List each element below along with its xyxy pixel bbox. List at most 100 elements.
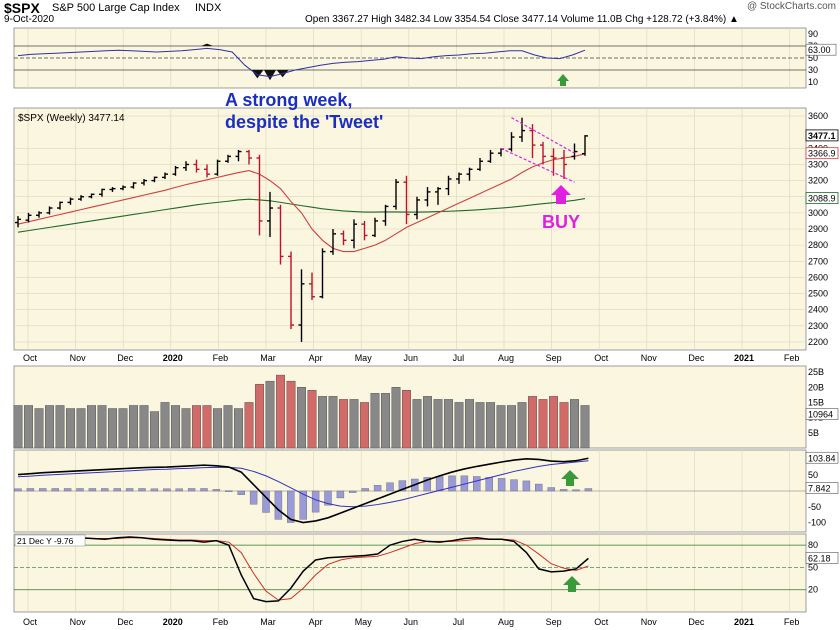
green-up-arrow-icon — [557, 74, 569, 86]
macd-histogram-bar — [361, 488, 369, 492]
price-x-label: Feb — [784, 353, 800, 363]
volume-bar — [538, 399, 548, 449]
stochastic-x-label: 2020 — [163, 617, 183, 627]
volume-tick-label: 15B — [808, 397, 824, 407]
macd-histogram-bar — [485, 477, 493, 492]
price-tick-label: 3600 — [808, 111, 828, 121]
macd-histogram-bar — [76, 488, 84, 492]
volume-tick-label: 25B — [808, 367, 824, 377]
price-x-label: Feb — [213, 353, 229, 363]
green-up-arrow-icon — [563, 576, 581, 592]
ohlc-bar — [225, 154, 231, 163]
price-value-label: 3366.9 — [808, 149, 836, 159]
volume-bar — [496, 405, 506, 449]
price-x-label: Nov — [641, 353, 658, 363]
volume-bar — [171, 405, 180, 449]
magenta-up-arrow-icon — [551, 185, 571, 204]
macd-histogram-bar — [225, 490, 233, 492]
volume-bar — [118, 408, 128, 449]
macd-histogram-bar — [26, 488, 35, 492]
volume-bar — [202, 405, 212, 449]
macd-histogram-bar — [572, 489, 580, 492]
ohlc-bar — [267, 191, 273, 238]
annotation-line-2: despite the 'Tweet' — [225, 112, 383, 132]
ohlc-bar — [361, 220, 368, 241]
volume-bar — [549, 396, 558, 449]
volume-bar — [286, 380, 296, 449]
stochastic-value-label: 62.18 — [808, 553, 831, 563]
volume-bar — [297, 387, 306, 449]
symbol: $SPX — [4, 0, 40, 16]
flag-lower-line — [500, 147, 575, 183]
macd-histogram-bar — [522, 480, 531, 492]
price-tick-label: 2800 — [808, 240, 828, 250]
ohlc-bar — [414, 196, 420, 220]
stochastic-x-label: Nov — [70, 617, 87, 627]
ohlc-bar — [529, 124, 536, 159]
rsi-value-label: 63.00 — [808, 45, 831, 55]
ohlc-bar — [99, 188, 105, 197]
ohlc-bar — [36, 211, 42, 218]
volume-tick-label: 20B — [808, 382, 824, 392]
macd-tick-label: -50 — [808, 502, 821, 512]
rsi-tick-label: 30 — [808, 65, 818, 75]
flag-upper-line — [511, 117, 575, 154]
chart-date: 9-Oct-2020 — [4, 14, 55, 25]
price-x-label: 2021 — [734, 353, 754, 363]
ohlc-bar — [57, 201, 63, 210]
macd-histogram-bar — [547, 487, 555, 492]
macd-histogram-bar — [150, 488, 159, 492]
volume-bar — [475, 402, 485, 449]
stochastic-x-label: Aug — [498, 617, 514, 627]
ohlc-bar — [15, 216, 21, 228]
ohlc-bar — [109, 187, 116, 192]
macd-tick-label: 50 — [808, 470, 818, 480]
ohlc-bar — [508, 132, 515, 152]
ohlc-bar — [571, 143, 578, 160]
watermark: @ StockCharts.com — [746, 1, 836, 12]
price-legend: $SPX (Weekly) 3477.14 — [18, 113, 125, 124]
ohlc-bar — [256, 154, 263, 236]
price-tick-label: 2900 — [808, 224, 828, 234]
volume-bar — [276, 374, 285, 449]
stochastic-x-label: Nov — [641, 617, 658, 627]
volume-bar — [265, 380, 275, 449]
volume-bar — [255, 383, 264, 449]
price-x-label: Nov — [70, 353, 87, 363]
macd-value-box — [805, 482, 839, 494]
macd-histogram-bar — [237, 490, 245, 495]
ohlc-bar — [319, 248, 326, 299]
ohlc-bar — [435, 187, 441, 205]
volume-value-label: 10964 — [808, 410, 833, 420]
ohlc-bar — [88, 193, 95, 199]
volume-bar — [517, 402, 527, 449]
macd-value-box — [805, 451, 839, 464]
annotation-line-1: A strong week, — [225, 90, 352, 110]
volume-bar — [444, 399, 453, 449]
ohlc-bar — [445, 175, 452, 196]
volume-bar — [97, 405, 107, 449]
volume-bar — [528, 396, 537, 449]
ohlc-bar — [424, 187, 431, 207]
ohlc-bar — [120, 185, 126, 191]
price-x-label: Sep — [546, 353, 562, 363]
ohlc-bar — [78, 195, 84, 201]
macd-histogram-bar — [510, 479, 518, 492]
ohlc-bar — [46, 206, 53, 215]
volume-bar — [370, 393, 380, 449]
ohlc-bar — [130, 182, 137, 189]
price-x-label: Oct — [594, 353, 609, 363]
volume-bar — [34, 408, 44, 449]
volume-bar — [139, 405, 149, 449]
stochastic-x-label: Oct — [23, 617, 38, 627]
rsi-value-box — [805, 43, 837, 56]
ohlc-bar — [393, 178, 399, 210]
macd-histogram-bar — [448, 475, 456, 492]
stochastic-value-box — [805, 552, 839, 564]
macd-histogram-bar — [113, 488, 121, 492]
ohlc-bar — [561, 149, 567, 179]
price-tick-label: 2300 — [808, 321, 828, 331]
ohlc-bar — [487, 149, 494, 163]
volume-bar — [244, 402, 254, 449]
